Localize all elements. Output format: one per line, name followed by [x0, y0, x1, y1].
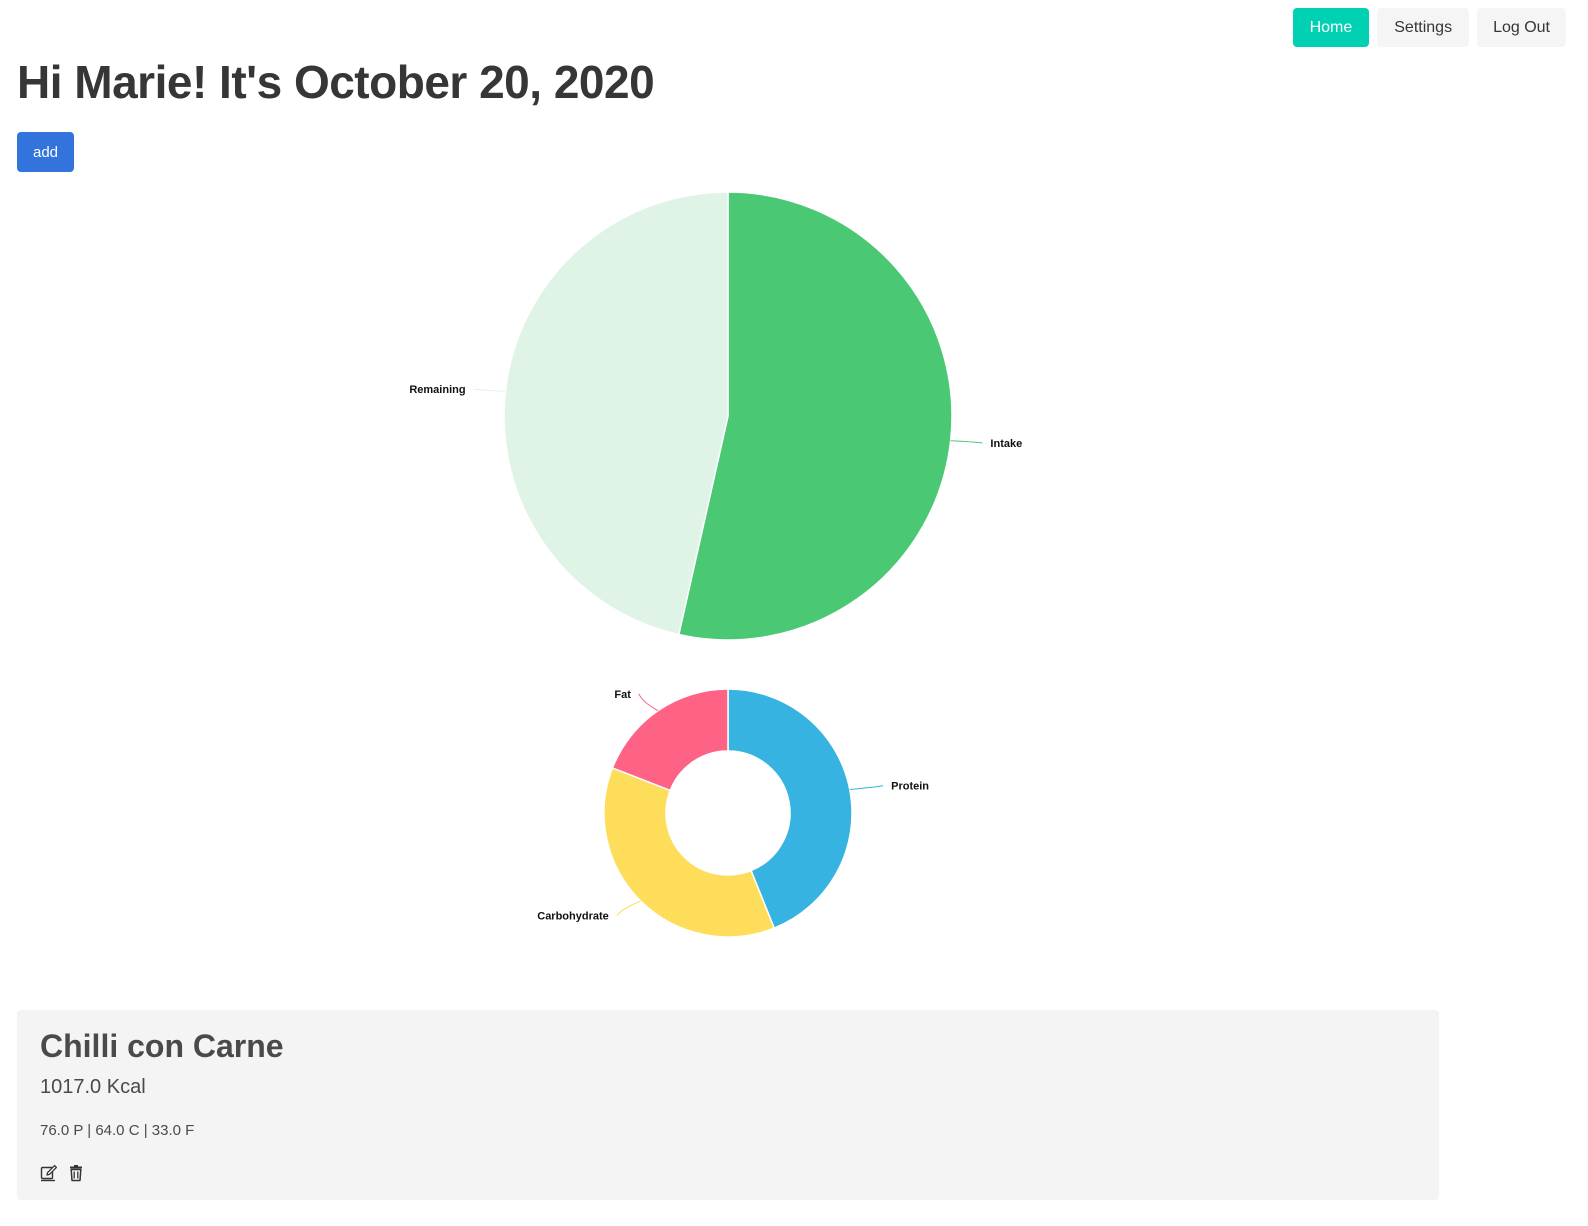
label-protein: Protein: [891, 781, 929, 793]
macro-donut-chart: Protein Carbohydrate Fat: [537, 688, 929, 938]
leader-line-carbohydrate: [616, 900, 641, 916]
label-carbohydrate: Carbohydrate: [537, 911, 609, 923]
label-fat: Fat: [614, 689, 631, 701]
slice-carbohydrate[interactable]: [603, 766, 776, 938]
label-intake: Intake: [990, 438, 1022, 450]
edit-icon[interactable]: [40, 1164, 58, 1182]
add-button[interactable]: add: [17, 132, 74, 172]
label-remaining: Remaining: [409, 384, 465, 396]
settings-button[interactable]: Settings: [1377, 8, 1470, 47]
food-card: Chilli con Carne 1017.0 Kcal 76.0 P | 64…: [17, 1010, 1439, 1200]
home-button[interactable]: Home: [1292, 8, 1370, 47]
food-macros: 76.0 P | 64.0 C | 33.0 F: [40, 1122, 195, 1139]
logout-button[interactable]: Log Out: [1477, 8, 1566, 47]
slice-protein[interactable]: [727, 688, 853, 930]
calorie-pie-chart: Intake Remaining: [409, 191, 1022, 641]
food-kcal: 1017.0 Kcal: [40, 1076, 146, 1098]
charts-area: Intake Remaining Protein Carbohydrate Fat: [409, 191, 1022, 938]
leader-line-remaining: [473, 388, 506, 392]
top-nav: Home Settings Log Out: [1292, 8, 1566, 47]
page-title: Hi Marie! It's October 20, 2020: [17, 56, 655, 108]
slice-remaining[interactable]: [503, 191, 729, 636]
leader-line-fat: [638, 693, 659, 712]
leader-line-protein: [849, 785, 884, 790]
leader-line-intake: [950, 440, 983, 444]
food-name: Chilli con Carne: [40, 1028, 284, 1064]
slice-intake[interactable]: [677, 191, 953, 641]
slice-fat[interactable]: [611, 688, 729, 792]
trash-icon[interactable]: [67, 1164, 85, 1182]
